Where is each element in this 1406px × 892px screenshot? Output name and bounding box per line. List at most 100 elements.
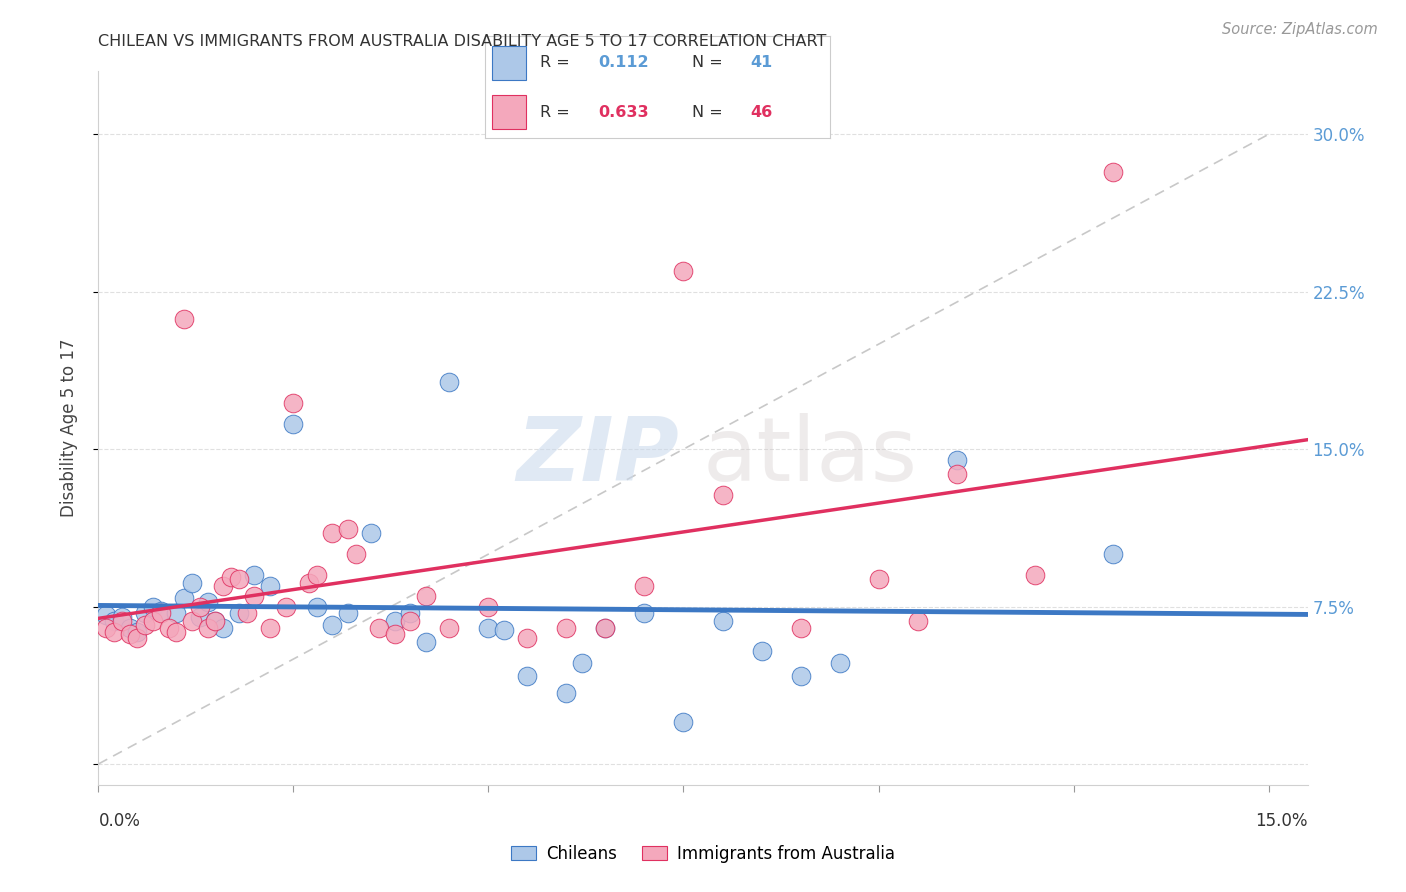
Point [907, 614, 929, 628]
Point [188, 610, 211, 624]
Text: 41: 41 [751, 55, 772, 70]
Point [595, 621, 617, 635]
Point [103, 614, 125, 628]
Point [477, 599, 499, 614]
Point [142, 599, 165, 614]
Point [212, 621, 235, 635]
Point [945, 467, 967, 482]
Point [368, 621, 391, 635]
Point [111, 610, 134, 624]
Point [197, 621, 219, 635]
Point [633, 606, 655, 620]
Point [127, 624, 149, 639]
Point [212, 578, 235, 592]
Point [181, 576, 204, 591]
Point [595, 621, 617, 635]
Text: N =: N = [692, 104, 728, 120]
Point [384, 614, 406, 628]
Text: 0.112: 0.112 [599, 55, 650, 70]
Point [197, 595, 219, 609]
Point [439, 621, 461, 635]
Point [344, 547, 367, 561]
Point [96, 607, 118, 622]
Point [305, 568, 328, 582]
Point [111, 614, 134, 628]
Point [173, 312, 195, 326]
Point [305, 599, 328, 614]
Point [181, 614, 204, 628]
Point [321, 526, 343, 541]
Point [283, 417, 305, 431]
Point [243, 568, 266, 582]
Point [298, 576, 321, 591]
Text: 15.0%: 15.0% [1256, 812, 1308, 830]
Point [1101, 547, 1123, 561]
Point [1024, 568, 1046, 582]
Point [228, 606, 250, 620]
Point [789, 669, 811, 683]
Point [219, 570, 242, 584]
Point [751, 643, 773, 657]
Point [828, 657, 851, 671]
Point [165, 606, 187, 620]
Point [711, 488, 734, 502]
Point [555, 685, 578, 699]
Point [149, 606, 172, 620]
Point [259, 621, 281, 635]
Text: R =: R = [540, 104, 575, 120]
Point [228, 572, 250, 586]
Point [243, 589, 266, 603]
Text: 0.0%: 0.0% [98, 812, 141, 830]
Text: Source: ZipAtlas.com: Source: ZipAtlas.com [1222, 22, 1378, 37]
Point [672, 714, 695, 729]
Point [259, 578, 281, 592]
Point [399, 606, 422, 620]
Text: R =: R = [540, 55, 575, 70]
Point [516, 669, 538, 683]
Point [274, 599, 297, 614]
Point [945, 452, 967, 467]
Point [235, 606, 257, 620]
Point [142, 614, 165, 628]
Point [477, 621, 499, 635]
Point [157, 621, 180, 635]
Text: atlas: atlas [703, 413, 918, 500]
Point [439, 375, 461, 389]
Point [149, 604, 172, 618]
Point [127, 631, 149, 645]
Point [337, 606, 360, 620]
Point [868, 572, 890, 586]
Point [633, 578, 655, 592]
FancyBboxPatch shape [492, 95, 526, 129]
Point [415, 589, 437, 603]
Point [173, 591, 195, 606]
Point [571, 657, 593, 671]
Text: 0.633: 0.633 [599, 104, 650, 120]
Point [118, 621, 141, 635]
Point [337, 522, 360, 536]
Point [134, 618, 156, 632]
Text: CHILEAN VS IMMIGRANTS FROM AUSTRALIA DISABILITY AGE 5 TO 17 CORRELATION CHART: CHILEAN VS IMMIGRANTS FROM AUSTRALIA DIS… [98, 34, 827, 49]
Point [204, 614, 226, 628]
Point [188, 599, 211, 614]
Legend: Chileans, Immigrants from Australia: Chileans, Immigrants from Australia [505, 838, 901, 870]
Point [384, 627, 406, 641]
Point [134, 606, 156, 620]
Point [360, 526, 382, 541]
Point [118, 627, 141, 641]
Point [165, 624, 187, 639]
Text: ZIP: ZIP [516, 413, 679, 500]
Point [399, 614, 422, 628]
Point [415, 635, 437, 649]
Point [672, 264, 695, 278]
Text: N =: N = [692, 55, 728, 70]
Point [516, 631, 538, 645]
Point [494, 623, 516, 637]
Point [283, 396, 305, 410]
Point [103, 624, 125, 639]
Point [711, 614, 734, 628]
Point [789, 621, 811, 635]
Point [204, 614, 226, 628]
Point [321, 618, 343, 632]
Point [96, 621, 118, 635]
